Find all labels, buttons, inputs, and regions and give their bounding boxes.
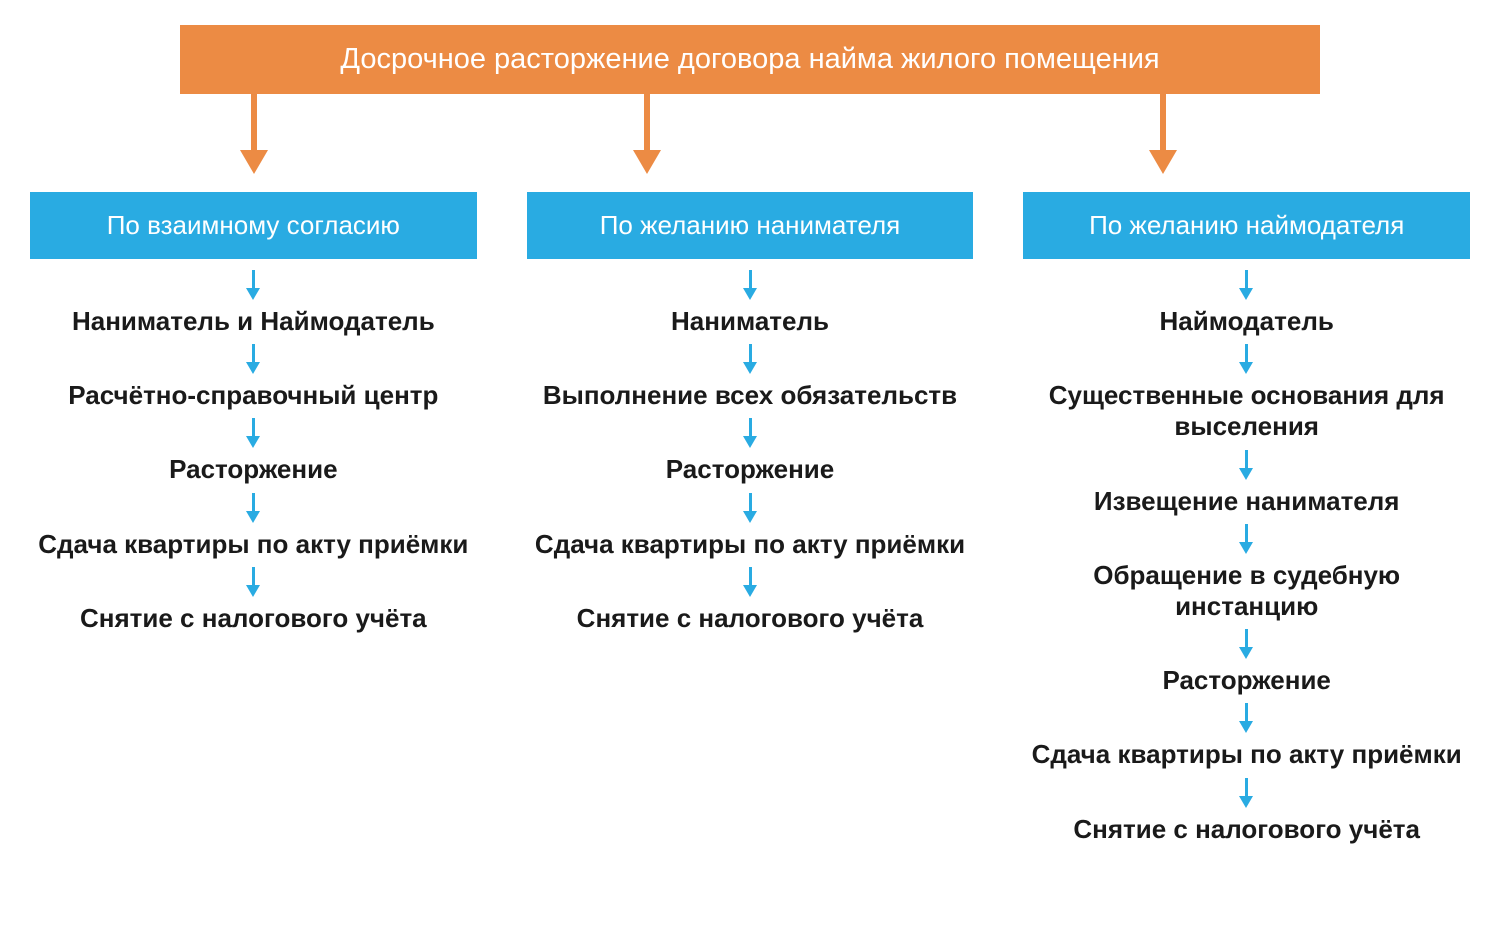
- flow-step: Наниматель: [671, 302, 829, 341]
- flow-step: Расчётно-справочный центр: [68, 376, 438, 415]
- arrow-down-icon: [749, 344, 752, 364]
- arrow-down-icon: [252, 270, 255, 290]
- arrow-down-icon: [1160, 94, 1166, 152]
- column-subtitle: По желанию наймодателя: [1023, 192, 1470, 259]
- flow-step: Сдача квартиры по акту приёмки: [535, 525, 965, 564]
- flow-step: Расторжение: [1162, 661, 1330, 700]
- arrow-down-icon: [749, 270, 752, 290]
- arrow-down-icon: [252, 418, 255, 438]
- flow-step: Выполнение всех обязательств: [543, 376, 957, 415]
- column-subtitle: По взаимному согласию: [30, 192, 477, 259]
- flow-step: Обращение в судебную инстанцию: [1023, 556, 1470, 626]
- arrow-down-icon: [252, 567, 255, 587]
- arrow-down-icon: [1245, 629, 1248, 649]
- column-mutual: По взаимному согласию Наниматель и Наймо…: [30, 192, 477, 849]
- flow-step: Снятие с налогового учёта: [80, 599, 427, 638]
- column-subtitle: По желанию нанимателя: [527, 192, 974, 259]
- flow-step: Сдача квартиры по акту приёмки: [38, 525, 468, 564]
- flowchart-container: Досрочное расторжение договора найма жил…: [0, 0, 1500, 874]
- flow-step: Сдача квартиры по акту приёмки: [1032, 735, 1462, 774]
- arrow-down-icon: [749, 493, 752, 513]
- columns-row: По взаимному согласию Наниматель и Наймо…: [30, 192, 1470, 849]
- flow-step: Расторжение: [169, 450, 337, 489]
- flow-step: Снятие с налогового учёта: [1073, 810, 1420, 849]
- column-landlord: По желанию наймодателя Наймодатель Сущес…: [1023, 192, 1470, 849]
- arrow-down-icon: [252, 493, 255, 513]
- arrow-down-icon: [251, 94, 257, 152]
- arrow-down-icon: [252, 344, 255, 364]
- column-tenant: По желанию нанимателя Наниматель Выполне…: [527, 192, 974, 849]
- flow-step: Извещение нанимателя: [1094, 482, 1400, 521]
- flow-step: Существенные основания для выселения: [1023, 376, 1470, 446]
- flow-step: Наймодатель: [1160, 302, 1334, 341]
- arrow-down-icon: [1245, 703, 1248, 723]
- arrow-down-icon: [1245, 778, 1248, 798]
- arrow-down-icon: [1245, 524, 1248, 544]
- flow-step: Снятие с налогового учёта: [577, 599, 924, 638]
- arrow-down-icon: [1245, 344, 1248, 364]
- arrow-down-icon: [1245, 270, 1248, 290]
- arrow-down-icon: [749, 418, 752, 438]
- arrow-down-icon: [644, 94, 650, 152]
- main-arrows-row: [30, 94, 1470, 184]
- flow-step: Наниматель и Наймодатель: [72, 302, 435, 341]
- arrow-down-icon: [749, 567, 752, 587]
- main-title: Досрочное расторжение договора найма жил…: [180, 25, 1320, 94]
- arrow-down-icon: [1245, 450, 1248, 470]
- flow-step: Расторжение: [666, 450, 834, 489]
